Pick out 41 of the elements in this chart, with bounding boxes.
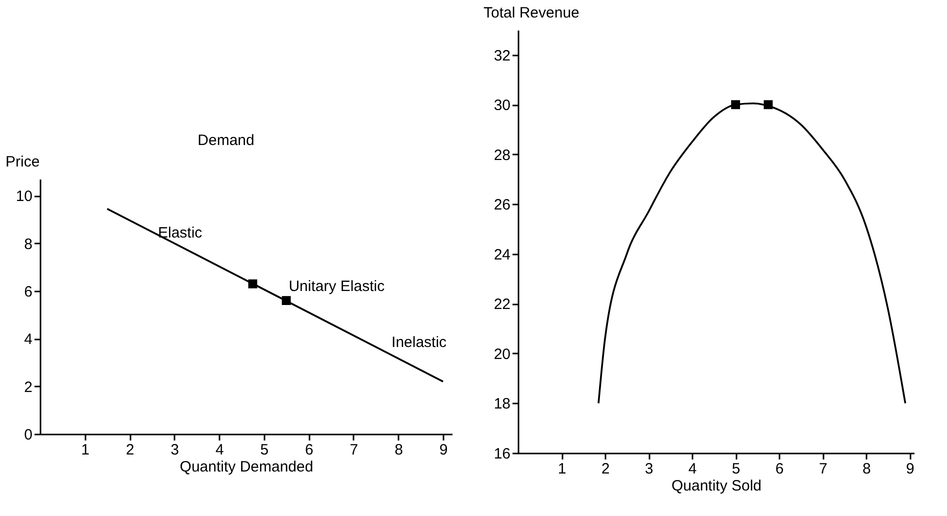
y-tick-label: 6 [24,284,32,301]
y-tick-label: 4 [24,331,32,348]
y-tick-label: 2 [24,378,32,396]
x-tick-label: 7 [350,442,358,458]
x-tick-label: 7 [818,460,828,478]
y-tick-label: 18 [494,396,510,413]
y-tick-label: 26 [494,196,510,214]
x-tick-label: 1 [81,442,90,458]
chart-title: Demand [198,132,254,149]
x-tick-label: 5 [260,442,269,458]
x-tick-label: 3 [644,460,654,478]
y-tick-label: 30 [494,97,510,114]
y-tick-label: 10 [16,188,32,206]
x-axis-title: Quantity Demanded [180,458,314,476]
y-tick-label: 24 [494,246,510,264]
x-tick-label: 8 [394,442,403,458]
y-tick-label: 32 [494,47,510,64]
x-tick-label: 9 [439,442,448,458]
y-tick-label: 28 [494,146,510,164]
x-tick-label: 8 [862,460,871,478]
x-tick-label: 2 [126,442,134,458]
y-axis-title: Price [6,154,40,170]
x-tick-label: 3 [170,442,180,458]
x-tick-label: 9 [906,460,914,478]
x-tick-label: 2 [601,460,610,478]
y-tick-label: 20 [494,346,510,363]
y-axis-title: Total Revenue [484,4,580,22]
y-tick-label: 16 [494,446,510,462]
x-tick-label: 4 [688,460,697,478]
x-tick-label: 5 [732,460,740,478]
y-tick-label: 8 [24,236,32,253]
x-tick-label: 4 [215,442,224,458]
y-tick-label: 0 [24,426,32,444]
annotation: Elastic [158,224,203,242]
annotation: Unitary Elastic [288,278,386,296]
x-tick-label: 6 [775,460,784,478]
y-tick-label: 22 [494,296,510,314]
x-tick-label: 1 [558,460,566,478]
x-axis-title: Quantity Sold [671,478,762,494]
x-tick-label: 6 [305,442,314,458]
annotation: Inelastic [392,334,448,352]
